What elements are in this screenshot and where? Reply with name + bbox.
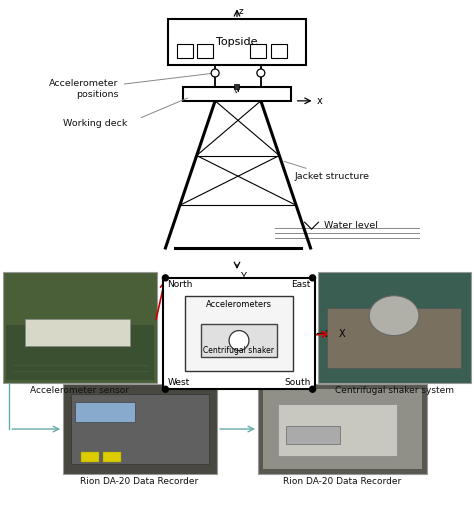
Bar — [185, 296, 292, 371]
Bar — [6, 325, 155, 380]
Text: z: z — [239, 8, 244, 16]
Text: Topside: Topside — [216, 37, 258, 47]
Text: Y: Y — [240, 272, 246, 282]
Bar — [286, 426, 340, 444]
Bar — [201, 324, 277, 358]
Text: Water level: Water level — [325, 221, 378, 230]
Bar — [318, 272, 471, 383]
Text: X: X — [338, 329, 345, 338]
Circle shape — [229, 331, 249, 350]
Text: Working deck: Working deck — [63, 119, 128, 128]
Ellipse shape — [369, 296, 419, 335]
Text: Centrifugal shaker: Centrifugal shaker — [203, 346, 274, 356]
Text: Centrifugal shaker system: Centrifugal shaker system — [335, 386, 454, 395]
Circle shape — [310, 275, 316, 281]
Circle shape — [163, 386, 168, 392]
Bar — [177, 44, 193, 58]
Bar — [71, 394, 209, 464]
Text: Accelerometer sensor: Accelerometer sensor — [30, 386, 129, 395]
Bar — [328, 308, 461, 368]
Circle shape — [257, 69, 265, 77]
Text: x: x — [317, 96, 322, 106]
Text: Accelerometer
positions: Accelerometer positions — [49, 73, 212, 98]
Circle shape — [211, 69, 219, 77]
Text: South: South — [284, 378, 310, 387]
Bar — [103, 452, 121, 462]
Bar — [81, 452, 99, 462]
Text: Accelerometers: Accelerometers — [206, 300, 272, 309]
Bar — [197, 44, 213, 58]
Bar — [263, 389, 422, 469]
Text: East: East — [291, 280, 310, 289]
Bar — [234, 84, 239, 89]
Bar — [278, 404, 397, 456]
Bar — [63, 384, 217, 474]
Bar — [250, 44, 266, 58]
Circle shape — [310, 386, 316, 392]
Bar — [183, 87, 291, 101]
Bar — [258, 384, 427, 474]
Bar — [3, 272, 157, 383]
Text: West: West — [167, 378, 190, 387]
Text: $\nabla$: $\nabla$ — [233, 87, 240, 95]
Bar — [164, 278, 315, 389]
Bar — [271, 44, 287, 58]
Circle shape — [163, 275, 168, 281]
Text: Rion DA-20 Data Recorder: Rion DA-20 Data Recorder — [283, 477, 401, 486]
Text: Rion DA-20 Data Recorder: Rion DA-20 Data Recorder — [81, 477, 199, 486]
Bar — [25, 319, 129, 346]
Bar — [168, 19, 306, 65]
Bar — [75, 402, 135, 422]
Text: North: North — [167, 280, 193, 289]
Text: Jacket structure: Jacket structure — [284, 161, 370, 181]
